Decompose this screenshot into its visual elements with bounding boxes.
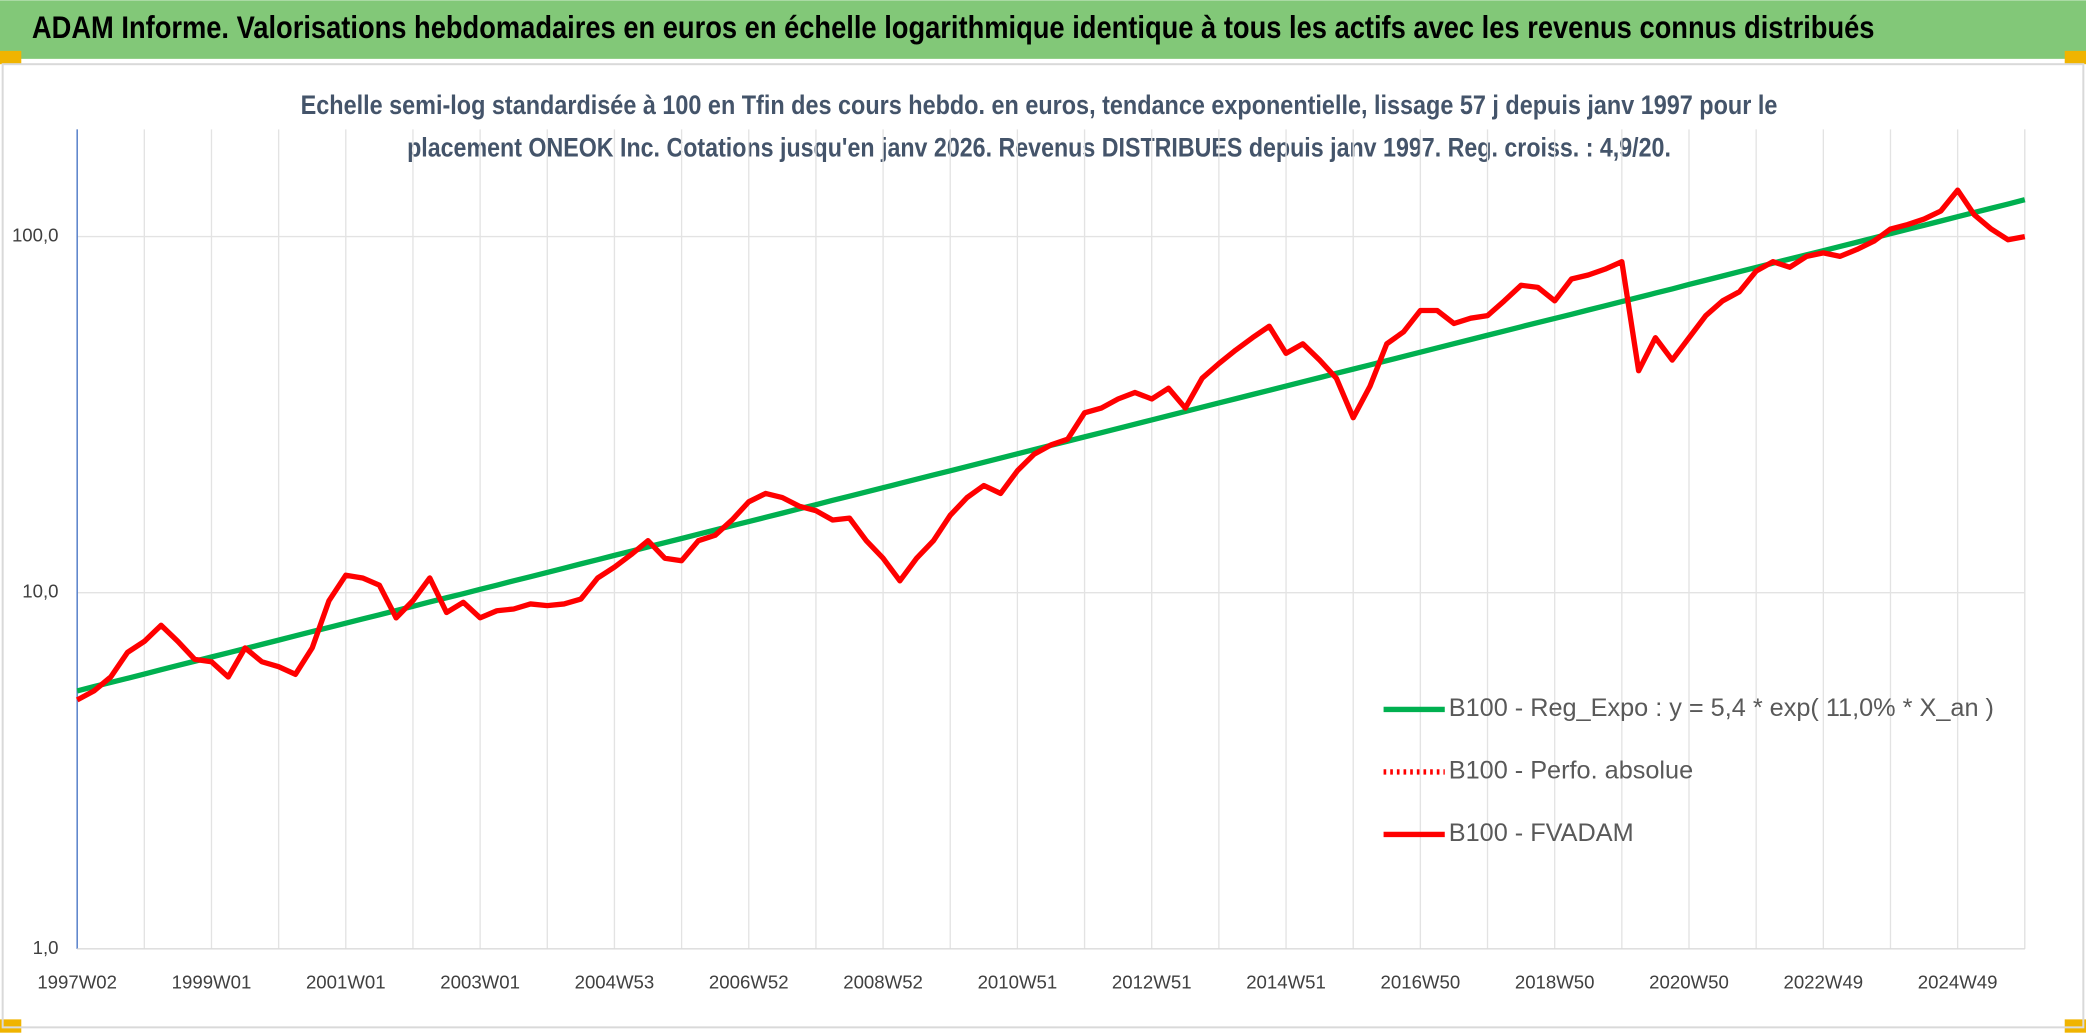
- plot-frame: [1, 63, 2085, 1029]
- legend-label: B100 - Perfo. absolue: [1449, 757, 1693, 785]
- y-tick-label: 10,0: [22, 581, 58, 602]
- x-tick-label: 2016W50: [1381, 971, 1461, 992]
- corner: [2064, 1019, 2086, 1033]
- corner: [2064, 50, 2086, 65]
- x-tick-label: 2008W52: [843, 971, 923, 992]
- x-tick-label: 2001W01: [306, 971, 386, 992]
- legend-label: B100 - FVADAM: [1449, 819, 1634, 847]
- corner: [0, 50, 22, 65]
- corner: [0, 1019, 22, 1033]
- x-tick-label: 2006W52: [709, 971, 789, 992]
- x-tick-label: 2010W51: [978, 971, 1058, 992]
- x-tick-label: 2020W50: [1649, 971, 1729, 992]
- y-tick-label: 100,0: [12, 224, 59, 245]
- header-bar: [0, 0, 2086, 59]
- subtitle: Echelle semi-log standardisée à 100 en T…: [301, 90, 1778, 120]
- legend-label: B100 - Reg_Expo : y = 5,4 * exp( 11,0% *…: [1449, 694, 1994, 722]
- x-tick-label: 2012W51: [1112, 971, 1192, 992]
- chart-title: ADAM Informe. Valorisations hebdomadaire…: [32, 9, 1875, 45]
- x-tick-label: 1999W01: [172, 971, 252, 992]
- x-tick-label: 2004W53: [575, 971, 655, 992]
- y-tick-label: 1,0: [33, 937, 59, 958]
- series-line: [75, 187, 2026, 703]
- x-tick-label: 1997W02: [37, 971, 117, 992]
- x-tick-label: 2024W49: [1918, 971, 1998, 992]
- subtitle: placement ONEOK Inc. Cotations jusqu'en …: [407, 132, 1671, 162]
- x-tick-label: 2022W49: [1783, 971, 1863, 992]
- x-tick-label: 2003W01: [440, 971, 520, 992]
- x-tick-label: 2014W51: [1246, 971, 1326, 992]
- x-tick-label: 2018W50: [1515, 971, 1595, 992]
